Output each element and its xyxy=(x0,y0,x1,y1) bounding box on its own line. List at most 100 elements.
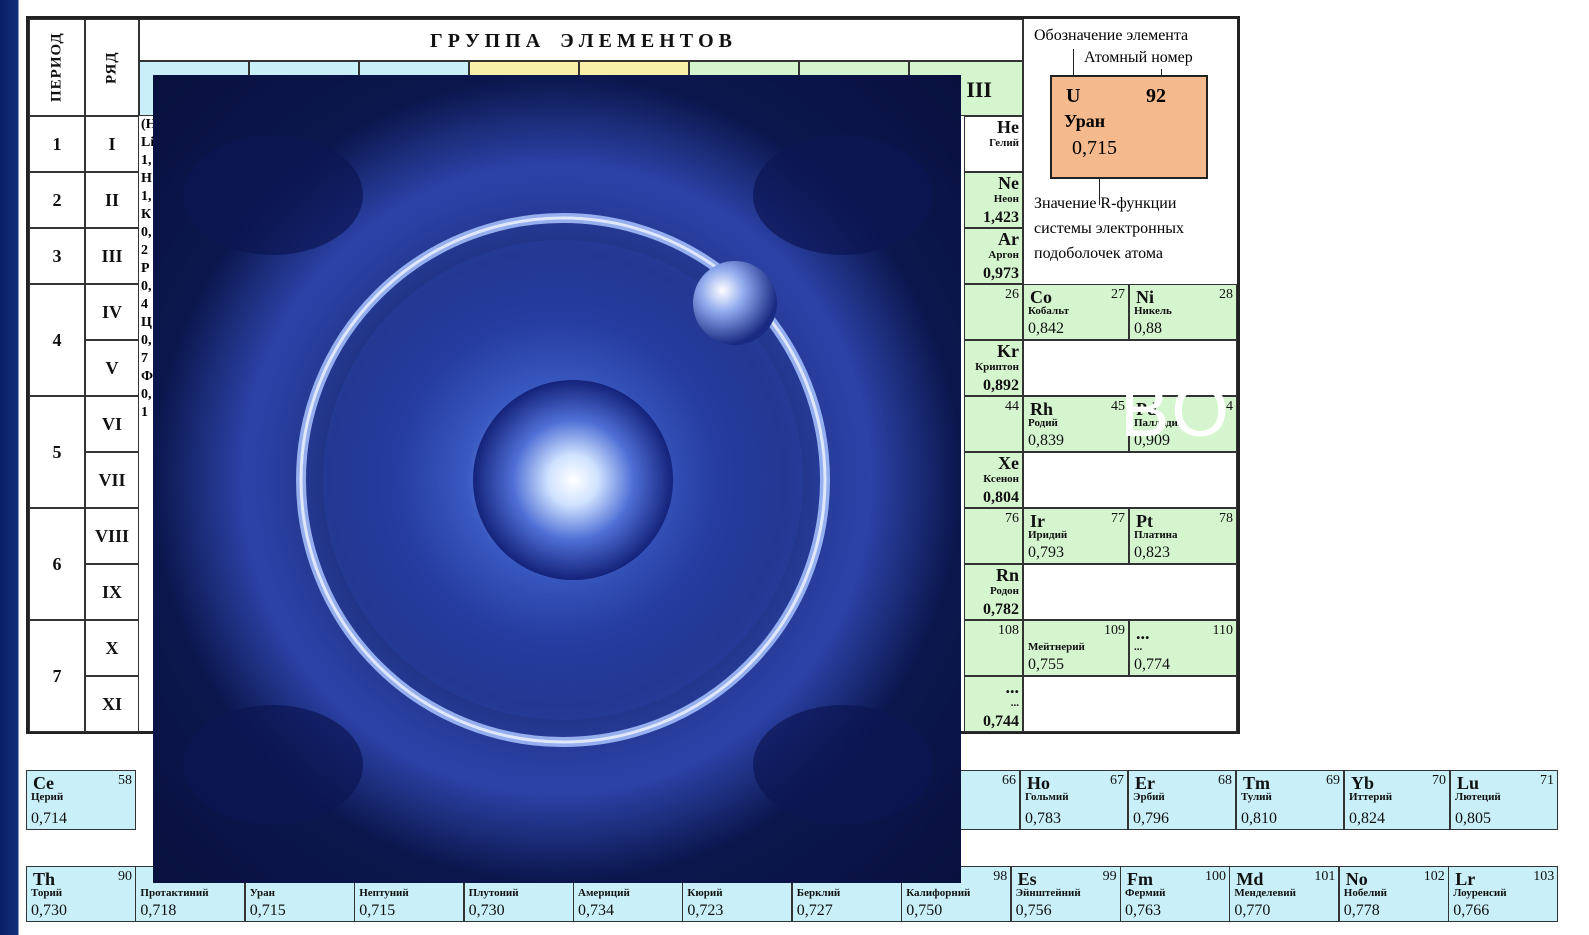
period-cell: 2 xyxy=(29,172,85,228)
element-val: 0,723 xyxy=(687,902,724,919)
noble-cell-1: Ne Неон 1,423 xyxy=(964,172,1023,228)
element-val: 0,909 xyxy=(1134,432,1170,449)
element-num: 110 xyxy=(1212,623,1233,638)
element-name: Тулий xyxy=(1241,791,1272,803)
noble-num-cell: 76 xyxy=(964,508,1023,564)
fragment: 7 xyxy=(141,351,148,366)
element-num: 71 xyxy=(1540,773,1554,788)
element-num: 109 xyxy=(1104,623,1125,638)
row-cell: IV xyxy=(85,284,139,340)
row-cell: III xyxy=(85,228,139,284)
element-val: 0,756 xyxy=(1015,902,1052,919)
group8-cell: Rh 45 Родий 0,839 xyxy=(1023,396,1129,452)
element-val: 0,715 xyxy=(359,902,396,919)
legend-note: системы электронных xyxy=(1034,220,1185,237)
element-num: 66 xyxy=(1002,773,1016,788)
element-sym: Tm xyxy=(1243,773,1270,793)
noble-num-cell: 44 xyxy=(964,396,1023,452)
noble-name: Ксенон xyxy=(983,473,1019,485)
element-val: 0,88 xyxy=(1134,320,1162,337)
group8-cell: 109 Мейтнерий 0,755 xyxy=(1023,620,1129,676)
noble-sym: Ne xyxy=(998,173,1019,193)
element-sym: Ni xyxy=(1136,287,1154,307)
legend-note: Значение R-функции xyxy=(1034,195,1177,212)
noble-sym: Kr xyxy=(997,341,1019,361)
row-cell: IX xyxy=(85,564,139,620)
element-val: 0,796 xyxy=(1133,810,1169,827)
element-name: Америций xyxy=(578,887,630,899)
noble-val: 0,973 xyxy=(983,265,1019,282)
element-name: Иттерий xyxy=(1349,791,1393,803)
legend-line xyxy=(1073,49,1074,75)
element-val: 0,727 xyxy=(796,902,833,919)
group8-cell: Ir 77 Иридий 0,793 xyxy=(1023,508,1129,564)
element-name: Берклий xyxy=(796,887,841,899)
legend-sym: U xyxy=(1066,85,1081,107)
row-cell: X xyxy=(85,620,139,676)
element-val: 0,734 xyxy=(578,902,614,919)
element-sym: Er xyxy=(1135,773,1155,793)
element-num: 99 xyxy=(1102,869,1117,884)
element-sym: Pd xyxy=(1136,399,1158,419)
noble-name: Криптон xyxy=(975,361,1019,373)
element-val: 0,763 xyxy=(1125,902,1161,919)
noble-num: 26 xyxy=(1005,287,1019,302)
period-cell: 3 xyxy=(29,228,85,284)
element-name: Эйнштейний xyxy=(1015,887,1081,899)
element-name: Лютеций xyxy=(1455,791,1501,803)
element-num: 67 xyxy=(1110,773,1124,788)
fragment: Ц xyxy=(141,315,152,330)
legend-atomic: Атомный номер xyxy=(1084,49,1193,66)
element-num: 68 xyxy=(1218,773,1232,788)
element-val: 0,805 xyxy=(1455,810,1491,827)
element-sym: Md xyxy=(1236,869,1264,889)
element-num: 28 xyxy=(1219,287,1233,302)
group8-blank xyxy=(1023,452,1237,508)
legend-num: 92 xyxy=(1146,85,1166,107)
legend-element-box: U 92 Уран 0,715 xyxy=(1050,75,1208,179)
element-val: 0,730 xyxy=(31,902,67,919)
f-block-cell: No 102 Нобелий 0,778 xyxy=(1338,866,1449,922)
fragment: 0, xyxy=(141,279,152,294)
element-sym: ... xyxy=(1136,623,1150,643)
noble-num-cell: 26 xyxy=(964,284,1023,340)
element-sym: Es xyxy=(1017,869,1037,889)
row-cell: XI xyxy=(85,676,139,732)
element-num: 77 xyxy=(1111,511,1125,526)
fragment: 1, xyxy=(141,189,152,204)
f-block-cell: Lr 103 Лоуренсий 0,766 xyxy=(1448,866,1559,922)
element-name: Калифорний xyxy=(906,887,971,899)
noble-num: 76 xyxy=(1005,511,1019,526)
element-num: 103 xyxy=(1533,869,1555,884)
noble-num: 44 xyxy=(1005,399,1019,414)
element-name: Торий xyxy=(31,887,63,899)
group8-cell: Ni 28 Никель 0,88 xyxy=(1129,284,1237,340)
row-cell: VII xyxy=(85,452,139,508)
element-num: 58 xyxy=(118,773,132,788)
actinides-row: Th 90 Торий 0,730 Протактиний 0,718 Уран 0,715 Н… xyxy=(26,866,1559,922)
f-block-cell: Er 68 Эрбий 0,796 xyxy=(1128,770,1236,830)
element-sym: Co xyxy=(1030,287,1052,307)
element-num: 78 xyxy=(1219,511,1233,526)
fragment: 0, xyxy=(141,387,152,402)
noble-name: Аргон xyxy=(988,249,1019,261)
group1-fragments: (Н Li 1, Н 1, К 0, 2 Р 0, 4 Ц 0, 7 Ф 0, 1 xyxy=(141,116,155,732)
group8-cell: ... 110... 0,774 xyxy=(1129,620,1237,676)
element-val: 0,783 xyxy=(1025,810,1061,827)
legend-title: Обозначение элемента xyxy=(1034,27,1189,44)
element-name: Плутоний xyxy=(468,887,519,899)
group8-blank xyxy=(1023,676,1237,732)
element-num: 102 xyxy=(1423,869,1445,884)
element-val: 0,774 xyxy=(1134,656,1170,673)
f-block-cell: Ho 67 Гольмий 0,783 xyxy=(1020,770,1128,830)
element-val: 0,778 xyxy=(1343,902,1380,919)
f-block-cell: Ce 58 Церий 0,714 xyxy=(26,770,136,830)
row-cell: I xyxy=(85,116,139,172)
legend: Обозначение элемента Атомный номер U 92 … xyxy=(1023,19,1237,286)
element-val: 0,714 xyxy=(31,810,67,827)
atom-icon xyxy=(153,75,961,883)
header-period: ПЕРИОД xyxy=(29,19,85,116)
element-sym: Fm xyxy=(1127,869,1153,889)
element-name: Гольмий xyxy=(1025,791,1069,803)
period-cell: 6 xyxy=(29,508,85,620)
